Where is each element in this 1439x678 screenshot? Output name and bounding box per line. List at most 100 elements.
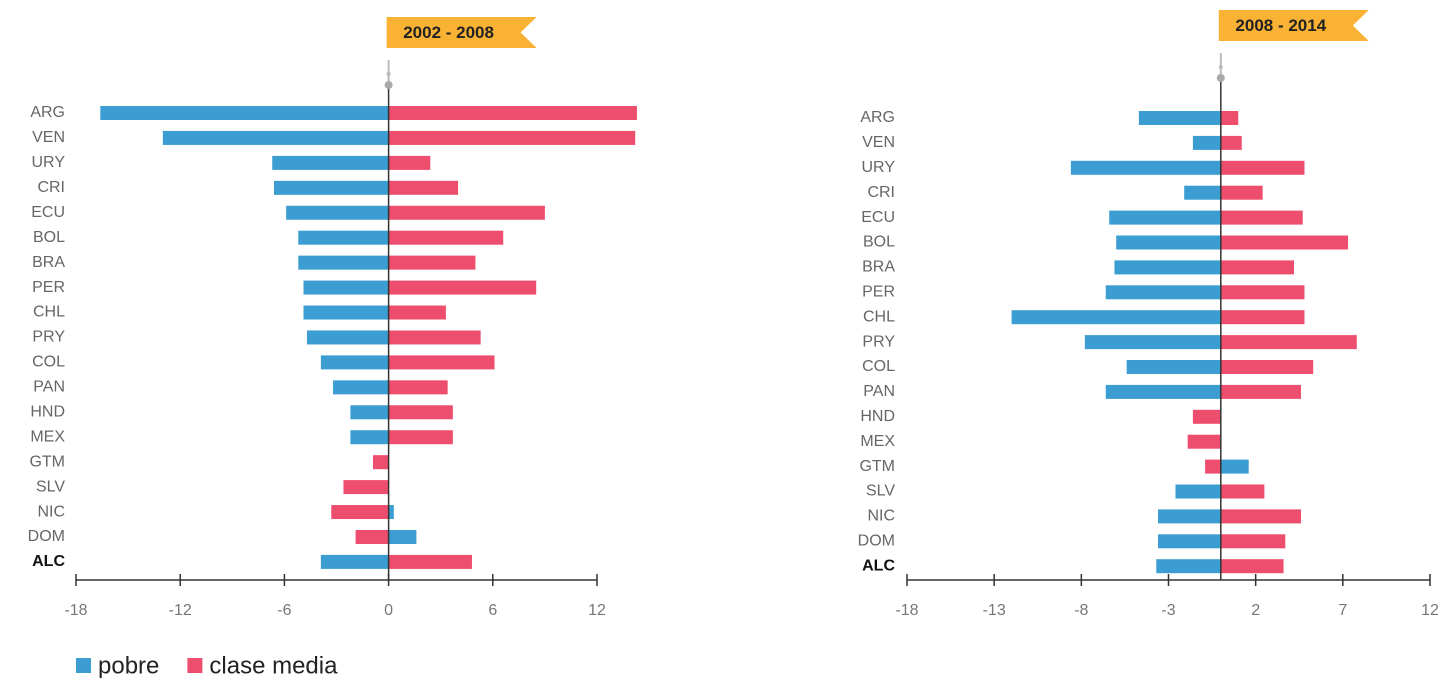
bar — [372, 455, 389, 470]
bar — [1220, 509, 1301, 524]
category-label: NIC — [37, 503, 65, 520]
bar — [1156, 559, 1221, 574]
bar — [388, 529, 417, 544]
x-tick-label: 6 — [488, 602, 497, 619]
bar — [343, 480, 389, 495]
bar — [273, 180, 389, 195]
category-label: CHL — [33, 304, 65, 321]
x-tick-label: -12 — [169, 602, 192, 619]
pin-head — [1216, 74, 1225, 82]
category-label: PAN — [863, 383, 895, 400]
bar — [388, 230, 504, 245]
category-label: CRI — [37, 179, 65, 196]
x-tick-label: 12 — [1421, 602, 1439, 619]
bar — [1220, 160, 1305, 175]
category-label: MEX — [30, 428, 65, 445]
category-label: PER — [862, 284, 895, 301]
bar — [298, 230, 389, 245]
category-label: PRY — [862, 333, 895, 350]
pin-head — [384, 81, 393, 89]
bar — [350, 430, 389, 445]
chart-title: 2002 - 2008 — [403, 23, 494, 42]
bar — [298, 255, 389, 270]
x-tick-label: -13 — [983, 602, 1006, 619]
bar — [388, 180, 459, 195]
bar — [1220, 559, 1284, 574]
category-label: COL — [32, 354, 65, 371]
category-label: VEN — [32, 129, 65, 146]
x-tick-label: 2 — [1251, 602, 1260, 619]
x-tick-label: 7 — [1338, 602, 1347, 619]
x-tick-label: -18 — [895, 602, 918, 619]
bar — [1192, 135, 1221, 150]
bar — [1220, 360, 1314, 374]
category-label: BOL — [863, 234, 895, 251]
bar — [162, 130, 389, 145]
bar — [1220, 111, 1239, 125]
bar — [1105, 384, 1221, 399]
bar — [388, 280, 537, 295]
bar — [388, 305, 446, 320]
bar — [388, 554, 472, 569]
bar — [1109, 210, 1221, 225]
category-label: HND — [860, 408, 895, 425]
category-label: SLV — [866, 483, 895, 500]
bar — [1220, 484, 1265, 499]
bar — [1220, 310, 1305, 325]
bar — [388, 130, 636, 145]
bar — [388, 205, 545, 220]
bar — [1205, 459, 1221, 474]
bar — [1158, 509, 1221, 524]
bar — [388, 380, 448, 395]
bar — [1084, 335, 1221, 350]
bar — [1116, 235, 1221, 250]
bar — [1184, 185, 1221, 200]
bar — [1220, 135, 1242, 150]
category-label: PRY — [32, 329, 65, 346]
category-label: GTM — [29, 453, 65, 470]
category-label: GTM — [859, 458, 895, 475]
x-tick-label: -6 — [277, 602, 291, 619]
bar — [1220, 235, 1349, 250]
bar — [320, 355, 389, 370]
bar — [1220, 459, 1249, 474]
bar — [388, 405, 453, 420]
category-label: ALC — [32, 553, 65, 570]
bar — [1187, 434, 1221, 449]
legend-swatch — [187, 658, 203, 673]
category-label: BRA — [32, 254, 65, 271]
category-label: ALC — [862, 557, 895, 574]
bar — [272, 155, 389, 170]
category-label: HND — [30, 403, 65, 420]
bar — [1192, 409, 1221, 424]
x-tick-label: 0 — [384, 602, 393, 619]
pin-dot — [386, 72, 391, 76]
bar — [333, 380, 389, 395]
bar — [1011, 310, 1221, 325]
category-label: BOL — [33, 229, 65, 246]
bar — [1175, 484, 1221, 499]
bar — [303, 305, 389, 320]
category-label: BRA — [862, 259, 895, 276]
category-label: DOM — [858, 533, 895, 550]
bar — [1220, 335, 1357, 350]
bar — [100, 106, 389, 120]
bar — [388, 355, 495, 370]
bar — [388, 255, 476, 270]
title-banner — [386, 17, 537, 48]
bar — [1220, 210, 1303, 225]
x-tick-label: -8 — [1074, 602, 1088, 619]
category-label: COL — [862, 358, 895, 375]
legend-label: pobre — [98, 652, 159, 678]
bar — [286, 205, 389, 220]
category-label: ECU — [861, 209, 895, 226]
chart-title: 2008 - 2014 — [1235, 16, 1326, 35]
bar — [1114, 260, 1221, 275]
bar — [331, 505, 389, 520]
bar — [1138, 111, 1221, 125]
bar — [388, 330, 481, 345]
category-label: URY — [862, 159, 896, 176]
category-label: CRI — [867, 184, 895, 201]
pin-dot — [1218, 65, 1223, 69]
